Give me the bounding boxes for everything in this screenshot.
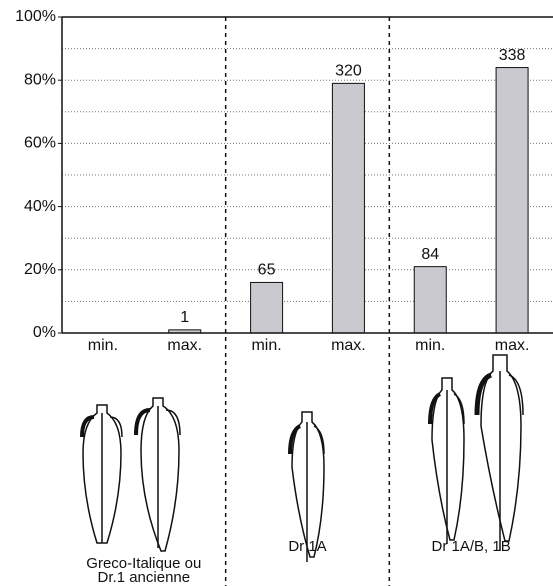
data-label: 84 (421, 246, 439, 263)
x-tick-label: max. (495, 337, 530, 354)
group-label: Dr 1A/B, 1B (431, 538, 511, 555)
bar (413, 266, 447, 334)
data-label: 65 (258, 262, 276, 279)
x-tick-label: max. (167, 337, 202, 354)
amphorae (80, 354, 524, 562)
y-tick-label: 100% (15, 8, 56, 25)
data-label: 338 (499, 47, 526, 64)
group-label: Dr 1A (288, 538, 327, 555)
y-tick-label: 40% (24, 198, 56, 215)
x-tick-label: max. (331, 337, 366, 354)
x-tick-label: min. (415, 337, 445, 354)
y-tick-label: 80% (24, 71, 56, 88)
y-tick-label: 20% (24, 261, 56, 278)
y-tick-label: 60% (24, 135, 56, 152)
data-label: 320 (335, 63, 362, 80)
y-tick-label: 0% (33, 324, 56, 341)
group-label: Greco-Italique ou Dr.1 ancienne (86, 555, 202, 586)
bar (331, 82, 365, 334)
bar (250, 281, 284, 334)
x-tick-label: min. (251, 337, 281, 354)
data-label: 1 (180, 309, 189, 326)
x-tick-label: min. (88, 337, 118, 354)
bar (495, 67, 529, 334)
